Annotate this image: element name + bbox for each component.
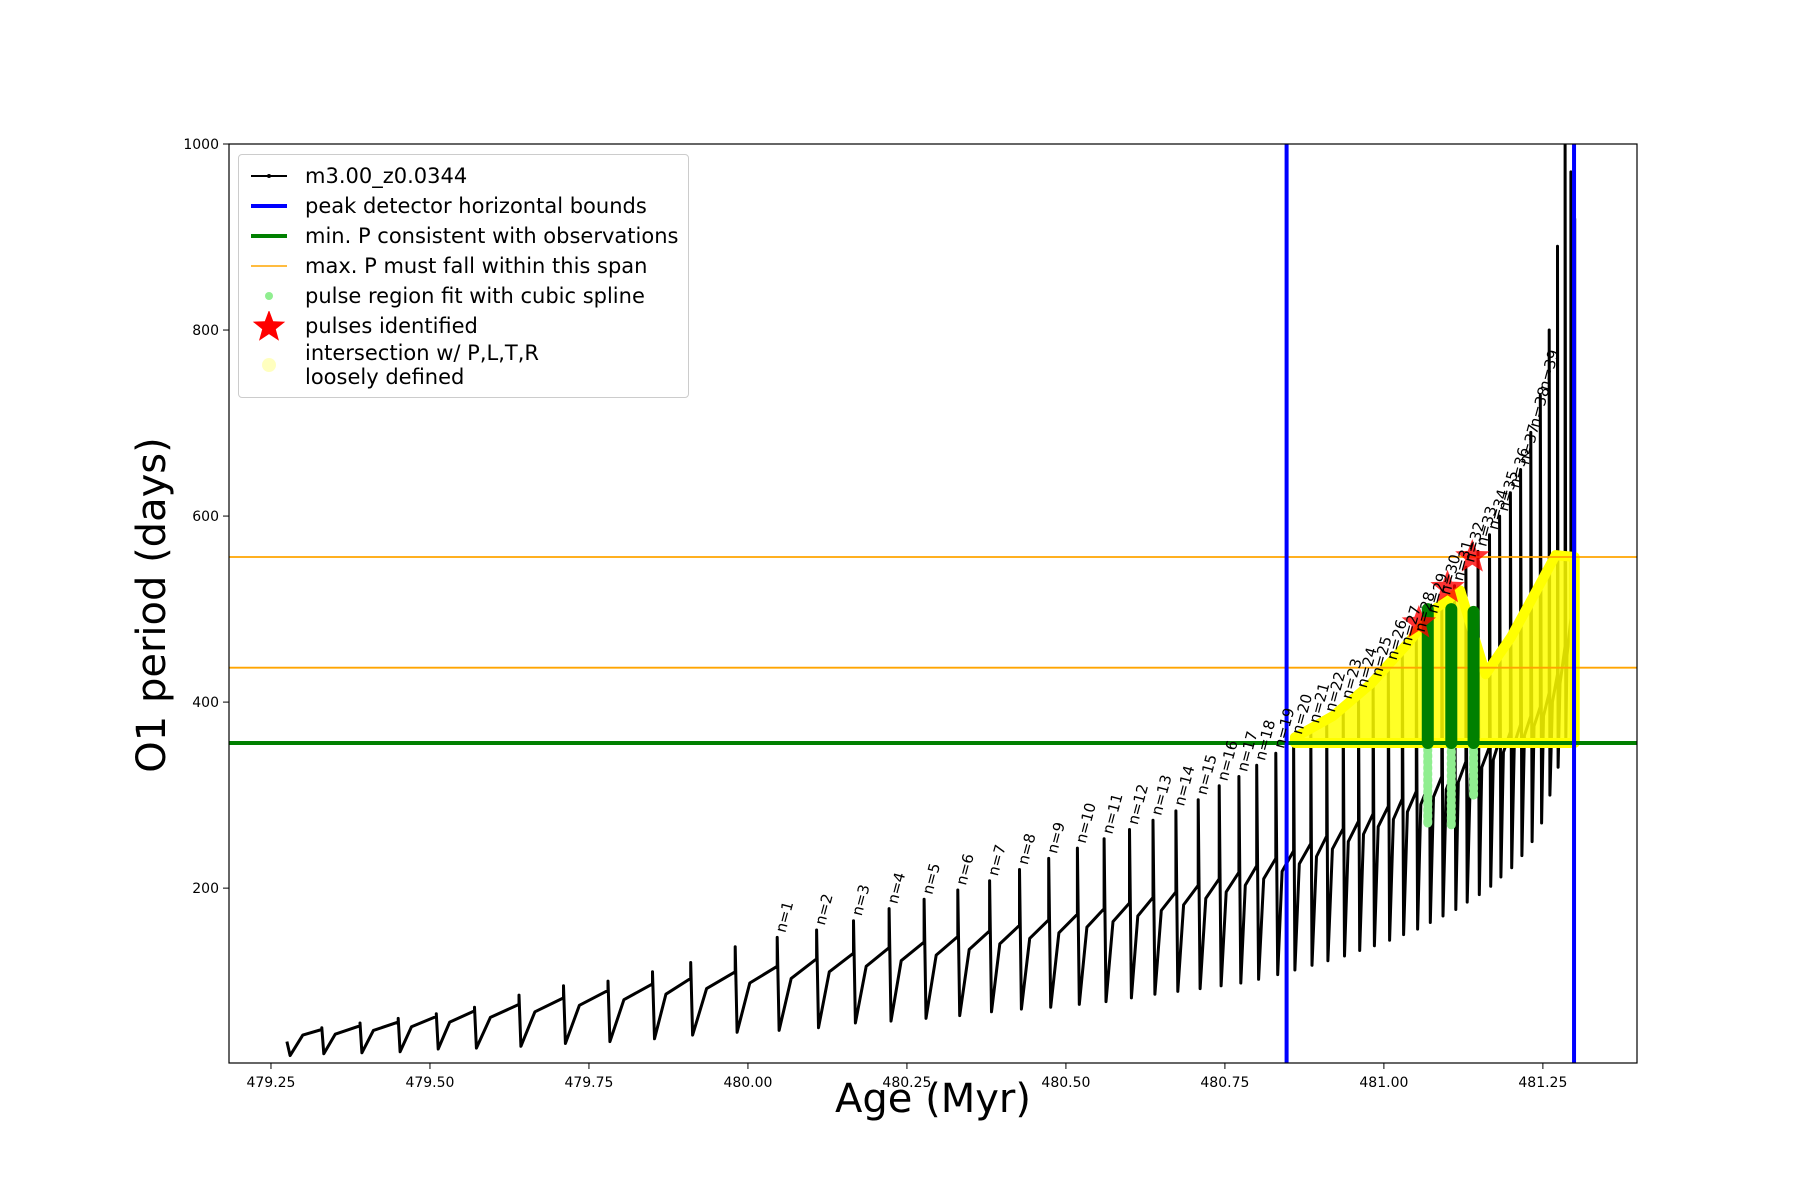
pulse-star (1401, 605, 1436, 638)
x-tick-label: 481.00 (1359, 1075, 1408, 1091)
legend-entry: m3.00_z0.0344 (247, 161, 678, 191)
legend-dot (265, 292, 273, 300)
y-tick-label: 1000 (183, 137, 219, 153)
pulse-label: n=9 (1043, 820, 1069, 855)
legend-label: pulse region fit with cubic spline (305, 284, 645, 308)
x-tick-label: 480.75 (1200, 1075, 1249, 1091)
legend-entry: peak detector horizontal bounds (247, 191, 678, 221)
pulse-label: n=10 (1072, 801, 1100, 845)
plot-area (229, 144, 1637, 1063)
legend-entry: intersection w/ P,L,T,R loosely defined (247, 341, 678, 389)
pulse-label: n=7 (984, 843, 1010, 878)
legend-icon (265, 292, 273, 300)
legend-dot (267, 174, 271, 178)
legend-entry: max. P must fall within this span (247, 251, 678, 281)
legend-label: intersection w/ P,L,T,R loosely defined (305, 341, 539, 389)
plot-frame (228, 143, 1638, 1064)
legend-icon (251, 174, 287, 178)
legend-label: m3.00_z0.0344 (305, 164, 468, 188)
legend-label: peak detector horizontal bounds (305, 194, 647, 218)
y-tick-label: 400 (192, 695, 219, 711)
pulse-label: n=12 (1124, 782, 1152, 826)
y-axis-label: O1 period (days) (129, 437, 175, 772)
pulse-label: n=5 (919, 861, 945, 896)
legend-label: min. P consistent with observations (305, 224, 679, 248)
legend-icon (252, 311, 286, 341)
pulse-star (1430, 569, 1465, 603)
pulse-label: n=1 (772, 899, 798, 934)
x-tick-label: 481.25 (1518, 1075, 1567, 1091)
x-axis-label: Age (Myr) (835, 1076, 1031, 1122)
x-tick-label: 480.50 (1041, 1075, 1090, 1091)
legend-entry: pulses identified (247, 311, 678, 341)
x-tick-label: 479.25 (246, 1075, 295, 1091)
legend-icon (251, 204, 287, 208)
pulse-label: n=11 (1099, 791, 1127, 835)
x-tick-label: 480.00 (723, 1075, 772, 1091)
y-tick-label: 200 (192, 881, 219, 897)
x-tick-label: 479.75 (564, 1075, 613, 1091)
x-tick-label: 480.25 (882, 1075, 931, 1091)
pulse-label: n=13 (1148, 773, 1176, 817)
legend-label: pulses identified (305, 314, 478, 338)
x-tick-label: 479.50 (405, 1075, 454, 1091)
pulse-label: n=6 (952, 852, 978, 887)
pulse-label: n=4 (884, 870, 910, 905)
pulse-label: n=2 (811, 892, 837, 927)
pulse-star (1455, 539, 1490, 572)
pulse-label: n=8 (1014, 831, 1040, 866)
legend-label: max. P must fall within this span (305, 254, 648, 278)
legend-star (252, 311, 286, 341)
pulse-label: n=3 (848, 883, 874, 918)
legend-icon (251, 234, 287, 238)
y-tick-label: 600 (192, 509, 219, 525)
legend-icon (251, 265, 287, 267)
legend-entry: min. P consistent with observations (247, 221, 678, 251)
y-tick-label: 800 (192, 323, 219, 339)
legend-icon (262, 358, 276, 372)
legend-entry: pulse region fit with cubic spline (247, 281, 678, 311)
legend-dot (262, 358, 276, 372)
